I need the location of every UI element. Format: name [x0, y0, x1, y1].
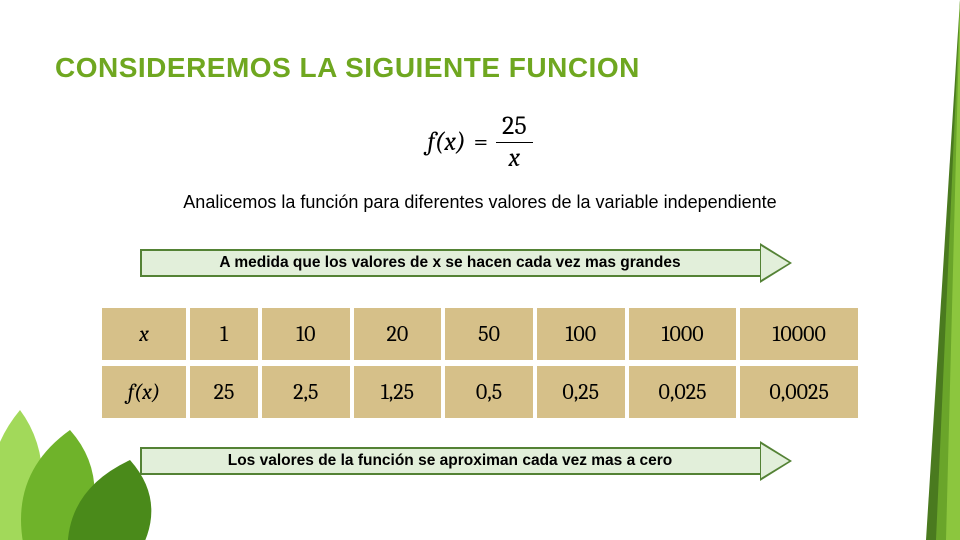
formula: f(x) = 25 x: [0, 112, 960, 172]
subtitle-text: Analicemos la función para diferentes va…: [0, 192, 960, 213]
table-cell: 10000: [740, 308, 858, 360]
slide: CONSIDEREMOS LA SIGUIENTE FUNCION f(x) =…: [0, 0, 960, 540]
table-cell: 20: [354, 308, 442, 360]
row-header-fx: f(x): [102, 366, 186, 418]
fraction: 25 x: [496, 112, 533, 172]
table-row: x 1 10 20 50 100 1000 10000: [102, 308, 858, 360]
table-cell: 0,5: [445, 366, 532, 418]
table-cell: 2,5: [262, 366, 349, 418]
denominator: x: [503, 143, 527, 173]
table-cell: 0,0025: [740, 366, 858, 418]
table-cell: 0,025: [629, 366, 737, 418]
arrow-bottom: Los valores de la función se aproximan c…: [140, 442, 800, 480]
numerator: 25: [496, 112, 533, 143]
table-cell: 1000: [629, 308, 737, 360]
table-cell: 25: [190, 366, 258, 418]
table-cell: 1: [190, 308, 258, 360]
side-accent-bar: [922, 0, 960, 540]
table-cell: 50: [445, 308, 532, 360]
table-cell: 0,25: [537, 366, 625, 418]
arrow-top: A medida que los valores de x se hacen c…: [140, 244, 800, 282]
table-row: f(x) 25 2,5 1,25 0,5 0,25 0,025 0,0025: [102, 366, 858, 418]
formula-lhs: f(x): [427, 127, 465, 157]
arrow-bottom-label: Los valores de la función se aproximan c…: [140, 447, 760, 475]
equals-sign: =: [474, 127, 488, 157]
table-cell: 100: [537, 308, 625, 360]
row-header-x: x: [102, 308, 186, 360]
slide-title: CONSIDEREMOS LA SIGUIENTE FUNCION: [55, 52, 640, 84]
values-table: x 1 10 20 50 100 1000 10000 f(x) 25 2,5 …: [98, 302, 862, 424]
arrow-top-label: A medida que los valores de x se hacen c…: [140, 249, 760, 277]
table-cell: 1,25: [354, 366, 442, 418]
table-cell: 10: [262, 308, 349, 360]
